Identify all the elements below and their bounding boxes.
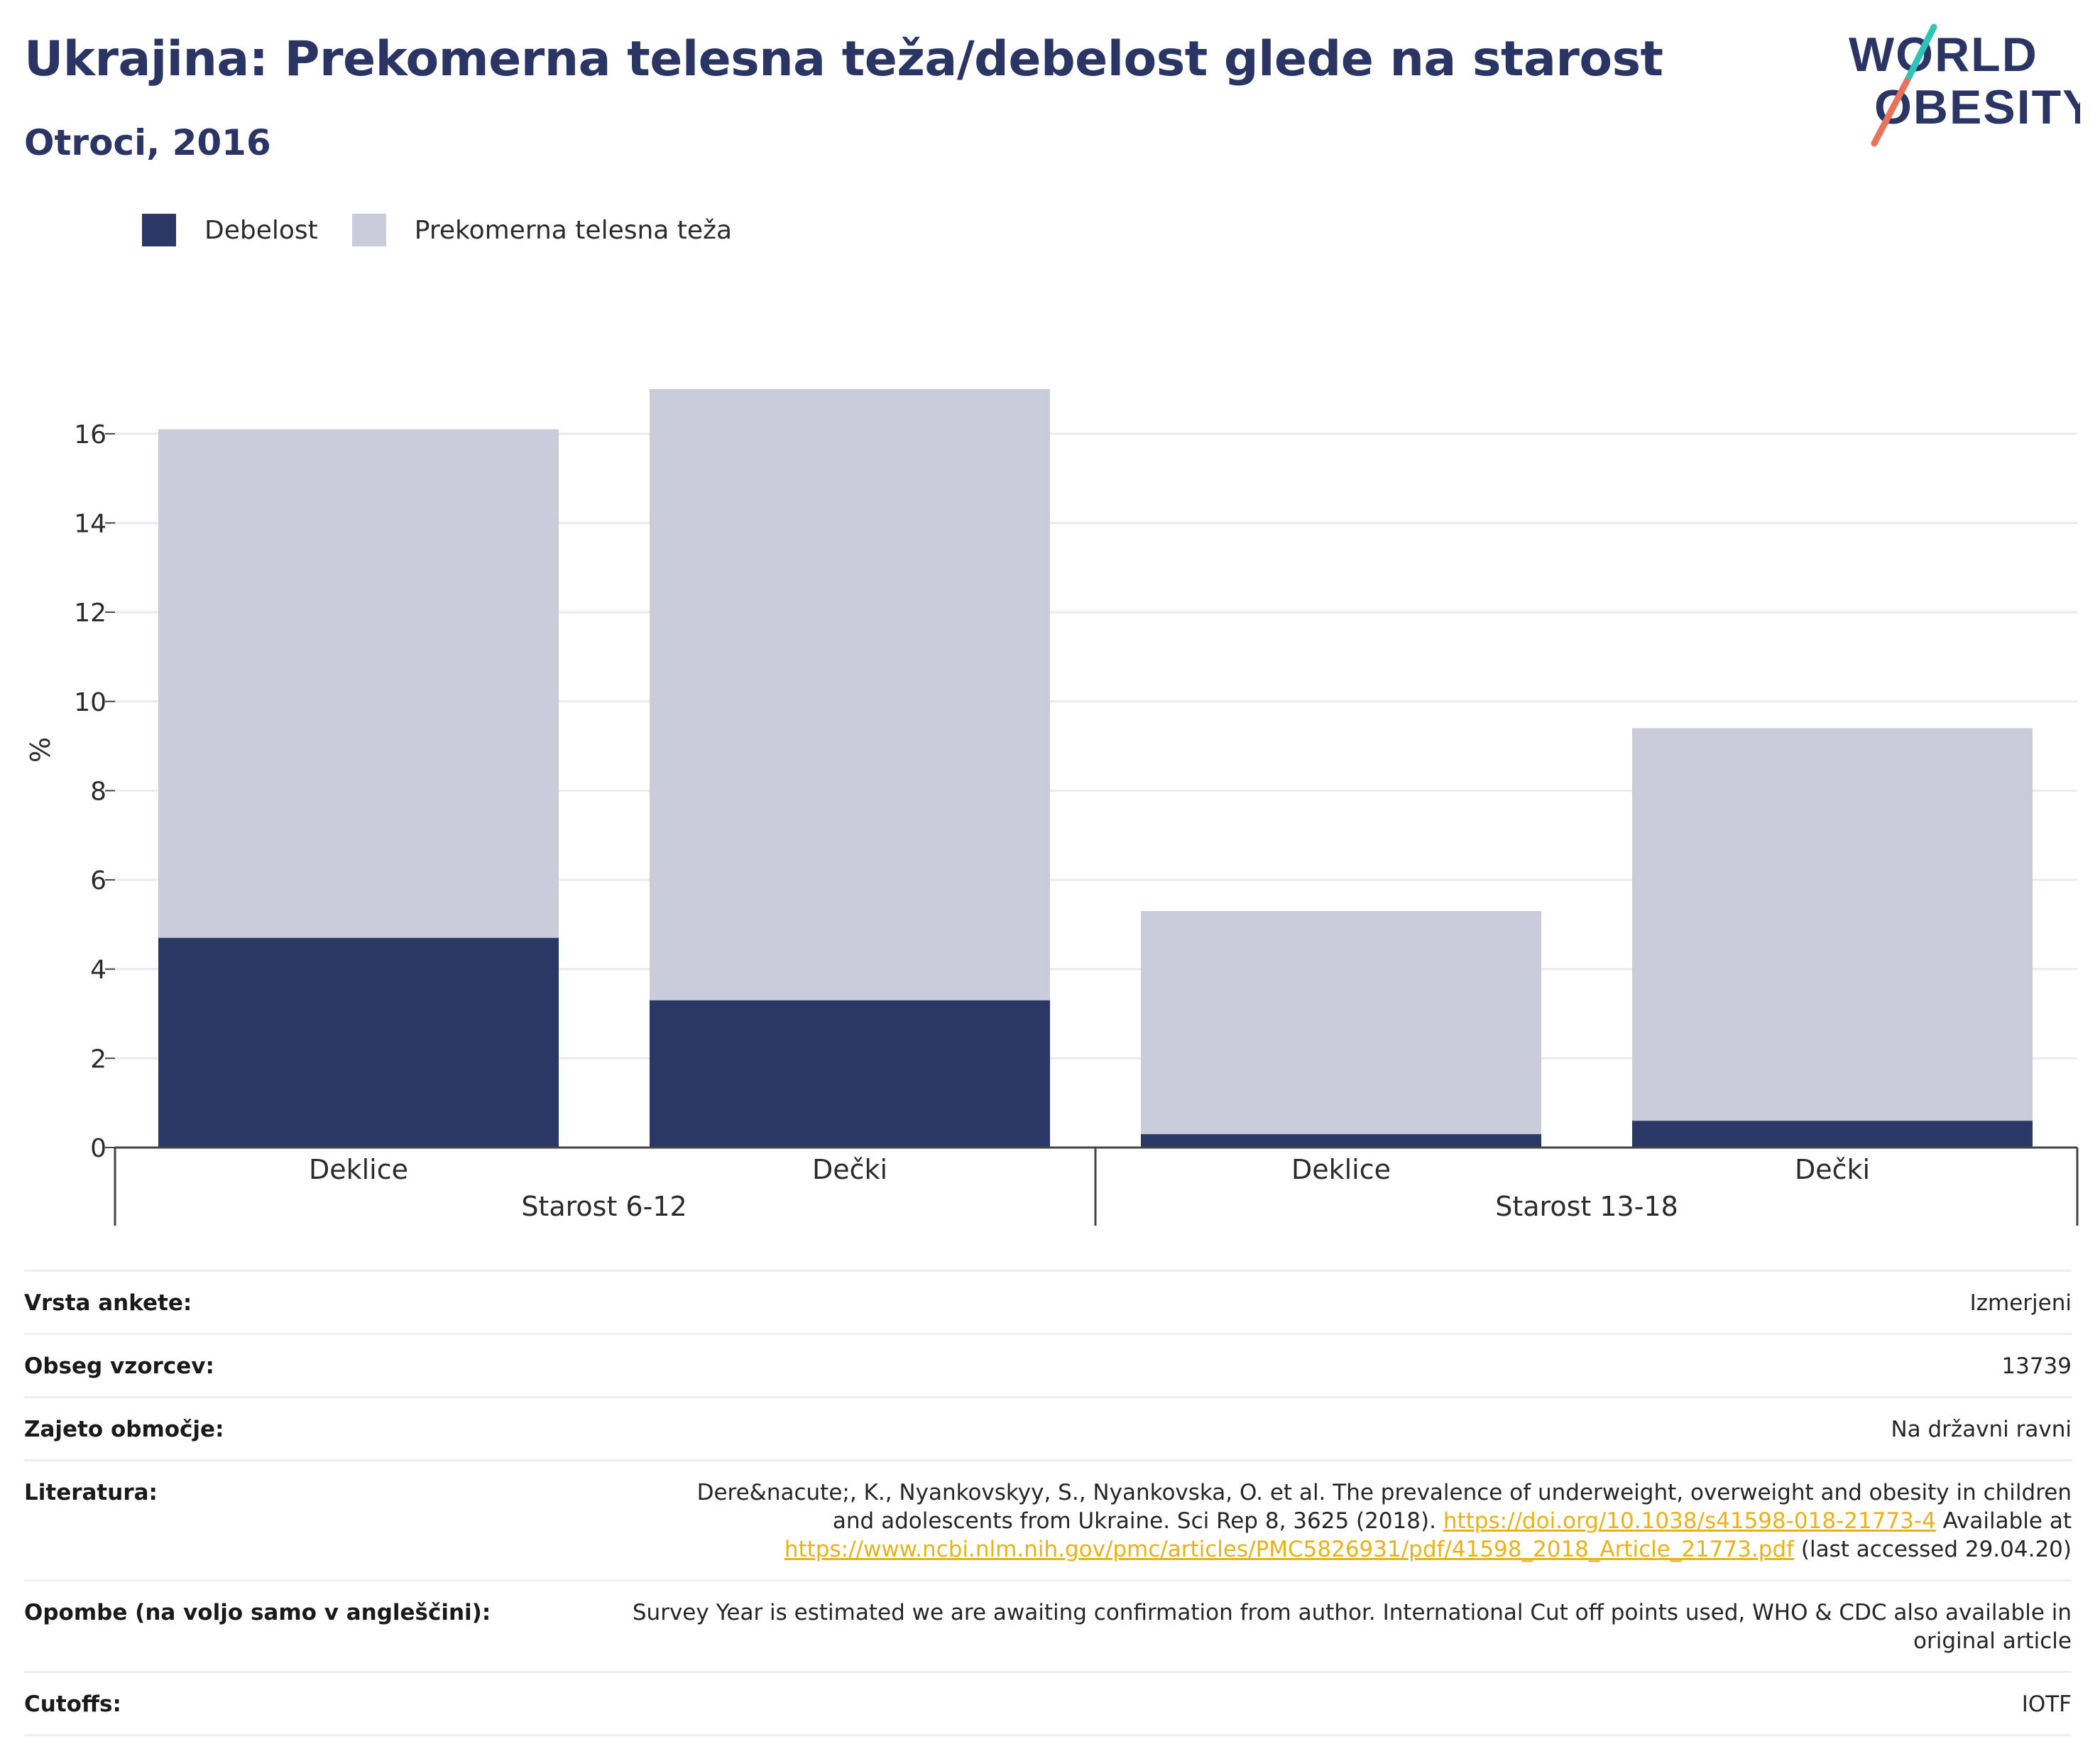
- notes-label: Opombe (na voljo samo v angleščini):: [24, 1600, 491, 1625]
- info-row-notes: Opombe (na voljo samo v angleščini): Sur…: [24, 1579, 2072, 1671]
- bar-obesity: [650, 1000, 1050, 1148]
- bar-overweight: [650, 389, 1050, 1001]
- survey-info-table: Vrsta ankete: Izmerjeni Obseg vzorcev: 1…: [24, 1270, 2072, 1736]
- legend-item-obesity[interactable]: Debelost: [142, 214, 318, 246]
- info-row-coverage: Zajeto območje: Na državni ravni: [24, 1396, 2072, 1459]
- chart-title: Ukrajina: Prekomerna telesna teža/debelo…: [24, 31, 1663, 87]
- logo-line2: OBESITY: [1874, 80, 2080, 134]
- chart-legend: Debelost Prekomerna telesna teža: [142, 210, 766, 250]
- coverage-label: Zajeto območje:: [24, 1417, 224, 1442]
- info-row-literature: Literatura: Dere&nacute;, K., Nyankovsky…: [24, 1459, 2072, 1579]
- bar-obesity: [1632, 1121, 2033, 1148]
- logo-slash-coral: [1871, 77, 1910, 147]
- y-tick-label: 4: [90, 956, 106, 985]
- survey-type-value: Izmerjeni: [1969, 1290, 2072, 1316]
- bar-overweight: [1632, 728, 2033, 1121]
- x-category-label: Dečki: [1795, 1154, 1870, 1185]
- info-row-survey-type: Vrsta ankete: Izmerjeni: [24, 1270, 2072, 1333]
- logo-slash-teal: [1903, 23, 1937, 85]
- y-tick-label: 8: [90, 777, 106, 806]
- info-row-cutoffs: Cutoffs: IOTF: [24, 1671, 2072, 1736]
- literature-text-2: Available at: [1935, 1508, 2072, 1534]
- x-category-label: Dečki: [812, 1154, 887, 1185]
- bar-overweight: [1141, 911, 1541, 1135]
- doi-link[interactable]: https://doi.org/10.1038/s41598-018-21773…: [1443, 1508, 1936, 1534]
- stacked-bar-chart: 0 2 4 6 8 10 12 14 16% Deklice Dečki Deklice Dečki St…: [25, 389, 2079, 1226]
- y-axis-label: %: [25, 737, 56, 763]
- logo-line1: WORLD: [1849, 28, 2038, 82]
- sample-size-label: Obseg vzorcev:: [24, 1353, 214, 1379]
- bar-obesity: [158, 937, 559, 1148]
- coverage-value: Na državni ravni: [1891, 1417, 2072, 1442]
- y-tick-label: 16: [74, 420, 106, 449]
- x-group-label: Starost 6-12: [521, 1191, 687, 1222]
- x-category-label: Deklice: [309, 1154, 408, 1185]
- x-group-label: Starost 13-18: [1495, 1191, 1678, 1222]
- notes-value: Survey Year is estimated we are awaiting…: [632, 1600, 2072, 1654]
- legend-swatch-overweight: [351, 214, 386, 246]
- chart-subtitle: Otroci, 2016: [24, 122, 271, 163]
- cutoffs-label: Cutoffs:: [24, 1691, 121, 1717]
- y-tick-label: 14: [74, 509, 106, 538]
- bar-obesity: [1141, 1134, 1541, 1148]
- y-tick-label: 6: [90, 866, 106, 895]
- legend-label-overweight: Prekomerna telesna teža: [414, 215, 733, 245]
- literature-value: Dere&nacute;, K., Nyankovskyy, S., Nyank…: [652, 1461, 2072, 1579]
- sample-size-value: 13739: [2001, 1353, 2072, 1379]
- literature-text-1: Dere&nacute;, K., Nyankovskyy, S., Nyank…: [696, 1480, 2072, 1534]
- y-tick-label: 10: [74, 688, 106, 717]
- y-tick-label: 0: [90, 1134, 106, 1163]
- literature-text-3: (last accessed 29.04.20): [1794, 1537, 2072, 1562]
- bar-overweight: [158, 429, 559, 938]
- ncbi-pdf-link[interactable]: https://www.ncbi.nlm.nih.gov/pmc/article…: [784, 1537, 1795, 1562]
- info-row-sample-size: Obseg vzorcev: 13739: [24, 1333, 2072, 1396]
- legend-item-overweight[interactable]: Prekomerna telesna teža: [351, 214, 733, 246]
- world-obesity-logo: WORLD OBESITY: [1849, 23, 2080, 147]
- x-category-label: Deklice: [1291, 1154, 1391, 1185]
- y-tick-label: 2: [90, 1045, 106, 1074]
- legend-label-obesity: Debelost: [204, 215, 318, 245]
- cutoffs-value: IOTF: [2021, 1691, 2072, 1717]
- literature-label: Literatura:: [24, 1480, 158, 1505]
- legend-swatch-obesity: [142, 214, 176, 246]
- survey-type-label: Vrsta ankete:: [24, 1290, 192, 1316]
- y-tick-label: 12: [74, 599, 106, 628]
